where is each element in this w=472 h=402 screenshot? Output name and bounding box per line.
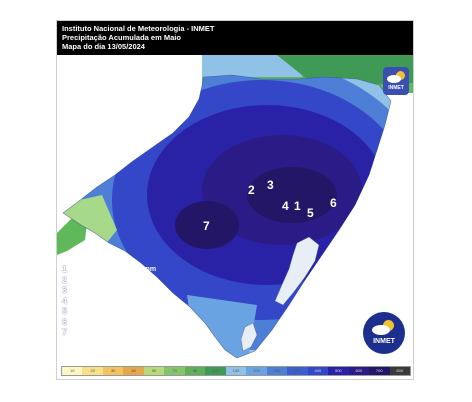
colorbar-label: 250	[273, 368, 281, 373]
colorbar-segment: 300	[287, 367, 308, 375]
legend-item: 3 Serafina Corrêa: 634,8 mm	[62, 285, 167, 296]
colorbar-segment: 600	[348, 367, 370, 375]
legend-item: 6 Cambará do Sul: 552,8 mm	[62, 317, 167, 328]
colorbar-label: 400	[314, 368, 322, 373]
legend-item: 1 Caxias do Sul: 707,2 mm	[62, 264, 167, 275]
legend-text: Caxias do Sul: 707,2 mm	[74, 265, 157, 273]
marker-6-cambara: 6	[330, 196, 337, 210]
colorbar-label: 500	[334, 368, 342, 373]
colorbar-label: 150	[232, 368, 240, 373]
legend-text: Canela: 604,4 mm	[74, 307, 134, 315]
north-region-light	[202, 55, 302, 77]
colorbar-segment: 20	[82, 367, 103, 375]
colorbar-label: 200	[253, 368, 260, 373]
precipitation-colorbar: 10 20 30 40 50 70 90 120 150 200 250 300 400 500 600 70…	[61, 366, 411, 376]
colorbar-label: 40	[131, 368, 136, 373]
inmet-logo-text: INMET	[373, 338, 395, 345]
marker-1-caxias: 1	[294, 199, 301, 213]
title-product: Precipitação Acumulada em Maio	[62, 33, 181, 42]
colorbar-segment: 800	[389, 367, 410, 375]
marker-7-santa-maria: 7	[203, 219, 210, 233]
colorbar-segment: 30	[102, 367, 124, 375]
legend-text: Bento Gonçalves: 630,8 mm	[74, 297, 168, 305]
legend-number: 3	[62, 285, 68, 296]
marker-3-serafina: 3	[267, 178, 274, 192]
lagoa-mirim	[240, 322, 258, 352]
band-santa-maria-core	[175, 201, 239, 249]
legend-text: Serafina Corrêa: 634,8 mm	[74, 286, 163, 294]
colorbar-segment: 120	[205, 367, 226, 375]
colorbar-label: 50	[151, 368, 157, 373]
inmet-logo-small: INMET	[383, 67, 409, 95]
colorbar-segment: 90	[184, 367, 206, 375]
colorbar-label: 120	[212, 368, 219, 373]
state-outline	[62, 74, 392, 359]
colorbar-label: 20	[90, 368, 95, 373]
colorbar-segment: 250	[266, 367, 288, 375]
marker-4-bento: 4	[282, 199, 289, 213]
colorbar-label: 300	[294, 368, 301, 373]
colorbar-segment: 200	[246, 367, 267, 375]
legend-number: 2	[62, 274, 68, 285]
colorbar-label: 90	[192, 368, 198, 373]
colorbar-label: 700	[375, 368, 383, 373]
north-region-green-band	[277, 55, 413, 85]
legend-number: 6	[62, 316, 68, 327]
marker-2-soledade: 2	[248, 183, 255, 197]
precipitation-map: 1 2 3 4 5 6 7	[57, 55, 413, 359]
legend-item: 4 Bento Gonçalves: 630,8 mm	[62, 296, 167, 307]
legend-text: Soledade: 635,4 mm	[74, 276, 142, 284]
colorbar-segment: 10	[62, 367, 83, 375]
colorbar-segment: 700	[369, 367, 390, 375]
inmet-logo-small-text: INMET	[388, 85, 404, 91]
legend-item: 7 Santa Maria: 492,1 mm	[62, 327, 167, 338]
title-bar: Instituto Nacional de Meteorologia - INM…	[57, 21, 413, 55]
colorbar-segment: 150	[225, 367, 247, 375]
colorbar-segment: 70	[164, 367, 185, 375]
legend-number: 5	[62, 306, 68, 317]
cloud-icon	[387, 75, 401, 83]
colorbar-label: 800	[396, 368, 404, 373]
legend-number: 1	[62, 264, 68, 275]
city-legend: 1 Caxias do Sul: 707,2 mm 2 Soledade: 63…	[62, 264, 167, 338]
legend-number: 4	[62, 295, 68, 306]
sun-icon	[396, 71, 405, 80]
inmet-logo: INMET	[363, 312, 405, 354]
legend-number: 7	[62, 327, 68, 338]
legend-item: 5 Canela: 604,4 mm	[62, 306, 167, 317]
colorbar-segment: 50	[143, 367, 165, 375]
legend-item: 2 Soledade: 635,4 mm	[62, 275, 167, 286]
legend-text: Cambará do Sul: 552,8 mm	[74, 318, 164, 326]
uruguay-green	[57, 215, 87, 255]
title-date: Mapa do dia 13/05/2024	[62, 42, 145, 51]
colorbar-segment: 400	[307, 367, 329, 375]
colorbar-segment: 40	[123, 367, 144, 375]
colorbar-label: 70	[172, 368, 177, 373]
colorbar-segment: 500	[328, 367, 349, 375]
band-dark-indigo	[247, 167, 337, 223]
map-figure: Instituto Nacional de Meteorologia - INM…	[56, 20, 414, 380]
colorbar-label: 30	[110, 368, 116, 373]
lagoa-dos-patos	[274, 236, 320, 306]
legend-text: Santa Maria: 492,1 mm	[74, 328, 150, 336]
colorbar-label: 10	[70, 368, 75, 373]
cloud-icon	[372, 325, 390, 335]
colorbar-label: 600	[355, 368, 363, 373]
marker-5-canela: 5	[307, 206, 314, 220]
title-institute: Instituto Nacional de Meteorologia - INM…	[62, 24, 215, 33]
sun-icon	[383, 320, 394, 331]
